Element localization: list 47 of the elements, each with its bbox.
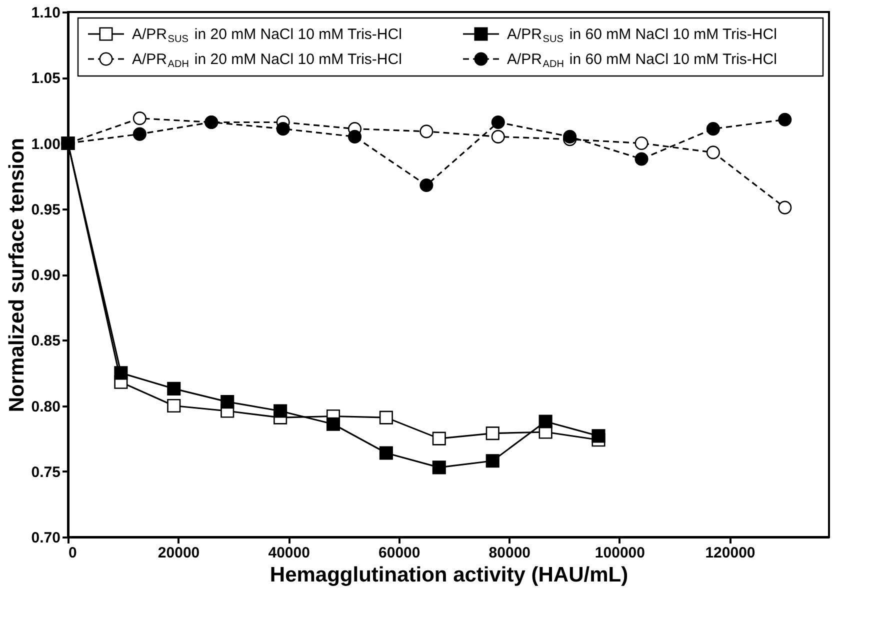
point [634,136,648,150]
point [634,152,648,166]
point [276,122,290,136]
point [274,404,288,418]
point [220,395,234,409]
point [432,460,446,474]
y-tick-label: 0.70 [31,530,60,546]
x-tick-label: 20000 [158,544,200,562]
x-tick-label: 0 [68,544,77,562]
x-axis-title: Hemagglutination activity (HAU/mL) [270,564,628,586]
y-axis-title: Normalized surface tension [5,138,28,412]
x-tick-label: 100000 [594,544,645,562]
point [420,178,434,192]
point [420,124,434,138]
y-tick-label: 1.10 [31,4,60,22]
point [132,127,146,141]
point [114,366,128,380]
point [778,112,792,126]
point [379,446,393,460]
point [491,130,505,144]
x-tick-label: 40000 [268,544,310,562]
x-tick-label: 60000 [378,544,420,562]
y-tick-label: 0.85 [31,332,60,350]
y-tick-label: 0.95 [31,201,60,218]
point [491,115,505,130]
point [348,130,362,144]
x-tick-label: 80000 [488,544,531,562]
point [778,200,792,214]
point [326,417,340,431]
y-tick-label: 0.75 [31,464,60,481]
point [563,130,577,144]
point [706,122,720,136]
x-tick-label: 120000 [705,544,756,562]
y-tick-label: 1.00 [31,136,60,153]
point [167,382,181,396]
point [538,414,552,428]
point [706,146,720,160]
point [486,454,500,468]
y-tick-label: 0.90 [31,267,60,284]
point [379,410,393,424]
point [132,112,146,126]
point [486,426,500,440]
point [167,398,181,413]
y-tick-label: 0.80 [31,398,60,416]
y-tick-label: 1.05 [31,70,60,88]
point [592,429,606,443]
point [432,432,446,446]
